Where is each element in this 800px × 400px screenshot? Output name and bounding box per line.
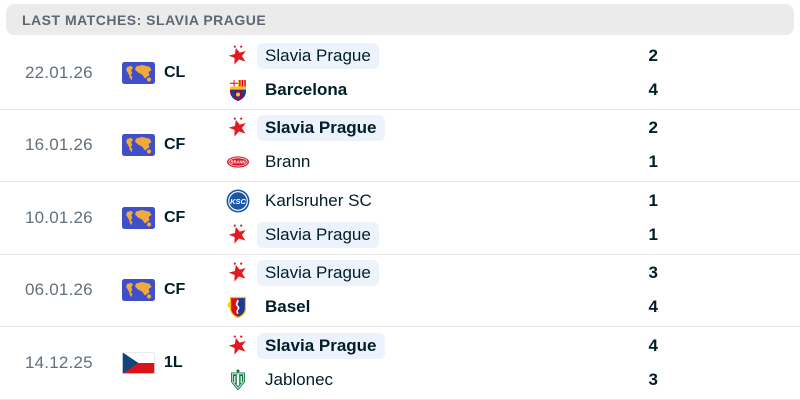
slavia-prague-logo-icon [225, 44, 251, 68]
world-flag-icon [122, 62, 155, 84]
team-name: Basel [265, 297, 311, 317]
teams: Slavia Prague 2 Brann 1 [225, 115, 800, 176]
match-date: 06.01.26 [25, 280, 93, 300]
teams: Karlsruher SC 1 Slavia Prague 1 [225, 187, 800, 248]
competition: CF [122, 279, 225, 301]
match-date: 10.01.26 [25, 207, 93, 227]
team-home: Slavia Prague 3 [225, 260, 658, 287]
match-row[interactable]: 10.01.26 CF Karlsruher SC 1 Slavia Pragu… [0, 182, 800, 255]
match-row[interactable]: 06.01.26 CF Slavia Prague 3 Basel 4 [0, 255, 800, 327]
match-date: 16.01.26 [25, 135, 93, 155]
competition: CL [122, 62, 225, 84]
team-home: Slavia Prague 2 [225, 42, 658, 69]
team-name: Barcelona [265, 79, 348, 99]
team-name: Slavia Prague [257, 221, 379, 248]
world-flag-icon [122, 207, 155, 229]
team-score: 4 [648, 335, 658, 355]
team-name: Jablonec [265, 369, 334, 389]
competition: CF [122, 207, 225, 229]
brann-logo-icon [225, 150, 251, 174]
widget-title: LAST MATCHES: SLAVIA PRAGUE [22, 11, 267, 28]
match-list: 22.01.26 CL Slavia Prague 2 Barcelona 4 [0, 37, 800, 400]
slavia-prague-logo-icon [225, 334, 251, 358]
team-home: Slavia Prague 2 [225, 115, 658, 142]
competition-label: CL [164, 63, 186, 81]
slavia-prague-logo-icon [225, 223, 251, 247]
match-date: 22.01.26 [25, 62, 93, 82]
match-row[interactable]: 14.12.25 1L Slavia Prague 4 Jablonec 3 [0, 327, 800, 400]
team-score: 3 [648, 263, 658, 283]
teams: Slavia Prague 4 Jablonec 3 [225, 332, 800, 393]
competition-label: 1L [164, 353, 183, 371]
team-away: Basel 4 [225, 294, 658, 321]
team-away: Slavia Prague 1 [225, 221, 658, 248]
match-row[interactable]: 16.01.26 CF Slavia Prague 2 Brann 1 [0, 110, 800, 182]
czech-flag-icon [122, 352, 155, 374]
match-row[interactable]: 22.01.26 CL Slavia Prague 2 Barcelona 4 [0, 37, 800, 110]
world-flag-icon [122, 134, 155, 156]
team-away: Barcelona 4 [225, 76, 658, 103]
team-score: 1 [648, 190, 658, 210]
teams: Slavia Prague 3 Basel 4 [225, 260, 800, 321]
competition: CF [122, 134, 225, 156]
jablonec-logo-icon [225, 368, 251, 392]
team-away: Jablonec 3 [225, 366, 658, 393]
world-flag-icon [122, 279, 155, 301]
team-score: 4 [648, 79, 658, 99]
team-name: Slavia Prague [257, 42, 379, 69]
team-name: Slavia Prague [257, 260, 379, 287]
team-score: 3 [648, 369, 658, 389]
team-name: Karlsruher SC [265, 190, 372, 210]
team-score: 4 [648, 297, 658, 317]
team-name: Brann [265, 152, 311, 172]
karlsruher-logo-icon [225, 189, 251, 213]
basel-logo-icon [225, 295, 251, 319]
team-score: 1 [648, 152, 658, 172]
team-away: Brann 1 [225, 149, 658, 176]
last-matches-widget: LAST MATCHES: SLAVIA PRAGUE 22.01.26 CL … [0, 4, 800, 400]
team-name: Slavia Prague [257, 115, 385, 142]
team-home: Slavia Prague 4 [225, 332, 658, 359]
competition: 1L [122, 352, 225, 374]
team-score: 2 [648, 45, 658, 65]
team-score: 2 [648, 118, 658, 138]
teams: Slavia Prague 2 Barcelona 4 [225, 42, 800, 103]
slavia-prague-logo-icon [225, 116, 251, 140]
slavia-prague-logo-icon [225, 261, 251, 285]
team-home: Karlsruher SC 1 [225, 187, 658, 214]
competition-label: CF [164, 208, 186, 226]
competition-label: CF [164, 136, 186, 154]
team-score: 1 [648, 224, 658, 244]
team-name: Slavia Prague [257, 332, 385, 359]
barcelona-logo-icon [225, 78, 251, 102]
match-date: 14.12.25 [25, 352, 93, 372]
competition-label: CF [164, 281, 186, 299]
widget-header: LAST MATCHES: SLAVIA PRAGUE [6, 4, 794, 35]
